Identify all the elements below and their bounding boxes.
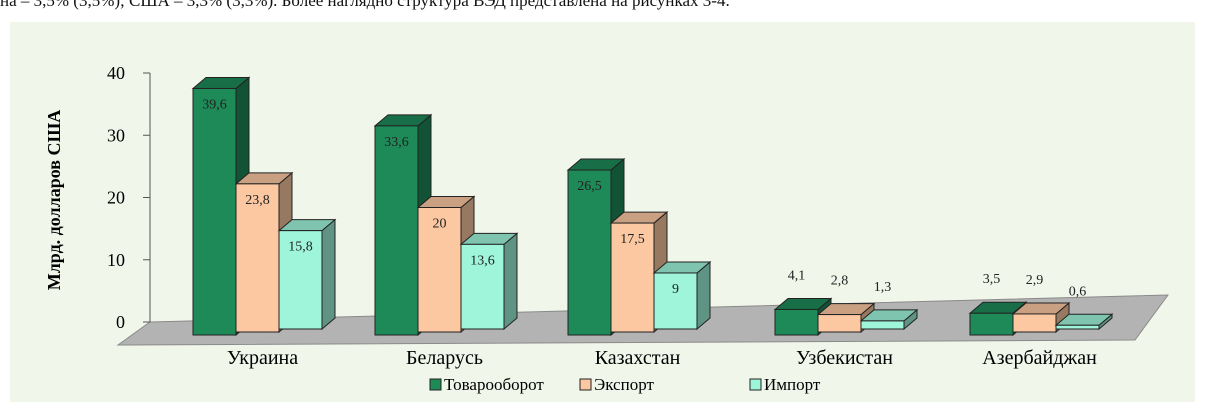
legend-label: Товарооборот <box>444 375 544 394</box>
bar-front <box>774 308 819 336</box>
data-label: 0,6 <box>1069 284 1087 299</box>
bar-front <box>235 183 280 333</box>
legend-swatch <box>749 378 762 391</box>
bar-front <box>817 314 862 333</box>
bar-front <box>278 230 323 330</box>
bar <box>1054 313 1114 331</box>
bar-front <box>374 125 419 336</box>
data-label: 13,6 <box>470 253 495 268</box>
bar-front <box>1012 313 1057 333</box>
y-tick-label: 0 <box>116 312 125 332</box>
bar-front <box>610 222 655 333</box>
bar-side <box>321 218 336 331</box>
data-label: 3,5 <box>983 272 1001 287</box>
bar-front <box>653 272 698 330</box>
x-tick-label: Азербайджан <box>982 347 1097 369</box>
bar-front <box>192 87 237 336</box>
x-tick-label: Казахстан <box>595 347 681 369</box>
bar <box>859 308 919 331</box>
bar-front <box>460 243 505 330</box>
data-label: 23,8 <box>245 193 270 208</box>
bar <box>277 218 337 331</box>
legend-label: Экспорт <box>594 375 654 394</box>
legend-swatch <box>579 378 592 391</box>
data-label: 17,5 <box>620 232 645 247</box>
y-tick-label: 10 <box>107 250 125 270</box>
bar-front <box>1055 324 1100 330</box>
data-label: 2,8 <box>831 274 849 289</box>
bar-side <box>503 232 518 331</box>
lead-text: на – 3,5% (3,5%); США – 3,3% (3,3%). Бол… <box>0 0 730 10</box>
y-axis-label: Млрд. долларов США <box>44 110 64 291</box>
bar <box>459 232 519 331</box>
data-label: 9 <box>672 282 679 297</box>
legend-label: Импорт <box>764 375 821 394</box>
y-tick-label: 20 <box>107 188 125 208</box>
x-tick-label: Украина <box>227 347 298 369</box>
y-tick-label: 30 <box>107 125 125 145</box>
data-label: 4,1 <box>788 268 806 283</box>
legend-swatch <box>429 378 442 391</box>
x-tick-label: Беларусь <box>406 347 483 369</box>
data-label: 20 <box>433 217 447 232</box>
data-label: 26,5 <box>577 179 602 194</box>
bar-front <box>567 169 612 336</box>
bar <box>566 157 626 337</box>
y-tick-label: 40 <box>107 63 125 83</box>
bar-front <box>860 320 905 330</box>
data-label: 15,8 <box>288 240 313 255</box>
bar <box>609 210 669 334</box>
bar-front <box>417 207 462 333</box>
data-label: 1,3 <box>874 280 892 295</box>
data-label: 2,9 <box>1026 273 1044 288</box>
data-label: 39,6 <box>202 97 227 112</box>
data-label: 33,6 <box>384 135 409 150</box>
x-tick-label: Узбекистан <box>796 347 893 369</box>
bar <box>652 260 712 331</box>
bar-side <box>696 260 711 331</box>
bar-front <box>969 312 1014 336</box>
